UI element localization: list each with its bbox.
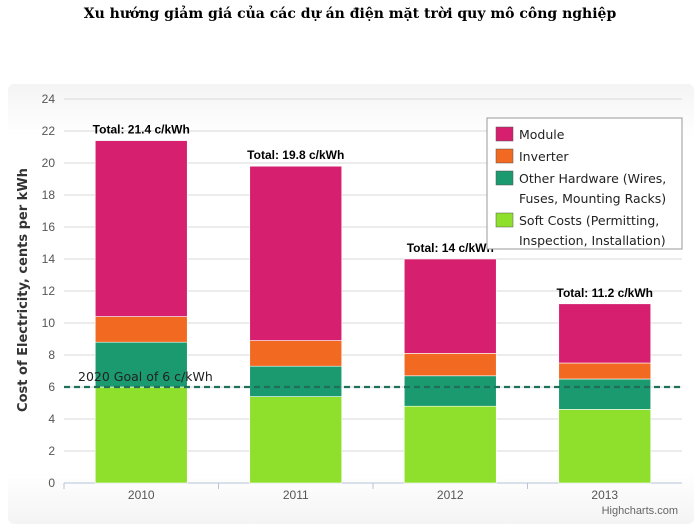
legend-swatch [495,148,514,164]
legend-box [486,117,683,250]
total-label: Total: 14 c/kWh [407,241,494,255]
legend-item[interactable]: Soft Costs (Permitting, Inspection, Insta… [495,212,666,248]
y-tick-label: 0 [48,476,55,490]
x-tick-label: 2013 [591,488,618,502]
y-tick-label: 6 [48,380,55,394]
y-tick-label: 22 [42,124,56,138]
y-tick-label: 14 [42,252,56,266]
y-tick-label: 10 [42,316,56,330]
y-tick-label: 20 [42,156,56,170]
bar-segment[interactable] [403,375,497,407]
bar-segment[interactable] [403,353,497,377]
total-label: Total: 21.4 c/kWh [93,123,190,137]
x-tick-label: 2010 [128,488,155,502]
bars [94,140,652,484]
legend-swatch [495,212,514,228]
y-tick-label: 8 [48,348,55,362]
bar-segment[interactable] [94,140,188,317]
bar-segment[interactable] [249,340,343,367]
y-tick-label: 12 [42,284,56,298]
legend-item[interactable]: Inverter [495,148,569,164]
legend-swatch [495,170,514,186]
legend-item[interactable]: Module [495,126,565,142]
total-label: Total: 19.8 c/kWh [247,148,344,162]
legend-item[interactable]: Other Hardware (Wires, Fuses, Mounting Ra… [495,170,666,206]
bar-segment[interactable] [558,362,652,380]
legend-label: Inverter [519,149,569,164]
legend-swatch [495,126,514,142]
bar-segment[interactable] [94,386,188,484]
y-tick-label: 18 [42,188,56,202]
y-tick-label: 2 [48,444,55,458]
bar-segment[interactable] [558,303,652,364]
x-tick-label: 2012 [437,488,464,502]
bar-segment[interactable] [558,378,652,410]
highcharts-credit[interactable]: Highcharts.com [602,505,678,517]
bar-segment[interactable] [403,405,497,484]
legend-label: Inspection, Installation) [519,233,666,248]
legend-label: Module [519,127,565,142]
bar-segment[interactable] [94,316,188,343]
x-tick-label: 2011 [283,488,309,502]
total-label: Total: 11.2 c/kWh [557,286,653,300]
bar-segment[interactable] [249,165,343,341]
bar-segment[interactable] [403,258,497,354]
y-tick-label: 16 [42,220,56,234]
legend: Module Inverter Other Hardware (Wires, Fuse… [486,117,683,250]
legend-label: Fuses, Mounting Racks) [519,191,666,206]
legend-label: Other Hardware (Wires, [519,171,666,186]
bar-segment[interactable] [558,409,652,484]
y-axis-label: Cost of Electricity, cents per kWh [16,168,31,412]
bar-segment[interactable] [249,365,343,397]
legend-label: Soft Costs (Permitting, [519,213,659,228]
page-title: Xu hướng giảm giá của các dự án điện mặt… [83,6,617,22]
bar-segment[interactable] [249,396,343,484]
y-tick-label: 4 [48,412,55,426]
bar-segment[interactable] [94,341,188,388]
y-tick-label: 24 [42,92,56,106]
goal-label: 2020 Goal of 6 c/kWh [78,369,213,384]
